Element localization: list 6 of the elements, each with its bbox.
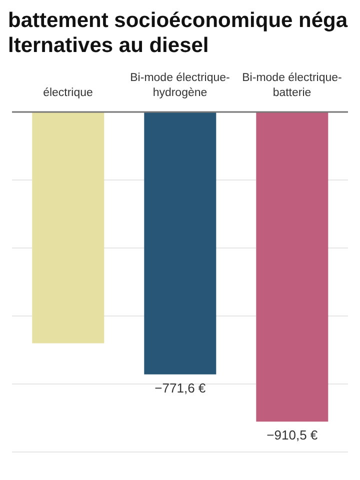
data-label: −910,5 € <box>266 428 318 443</box>
x-tick-label: Bi-mode électrique-batterie <box>242 72 342 99</box>
chart-title: battement socioéconomique néga lternatives au diesel <box>8 8 349 58</box>
x-tick-label: électrique <box>43 87 93 99</box>
x-tick-label: Bi-mode électrique-hydrogène <box>130 72 230 99</box>
data-label: −771,6 € <box>154 380 206 396</box>
